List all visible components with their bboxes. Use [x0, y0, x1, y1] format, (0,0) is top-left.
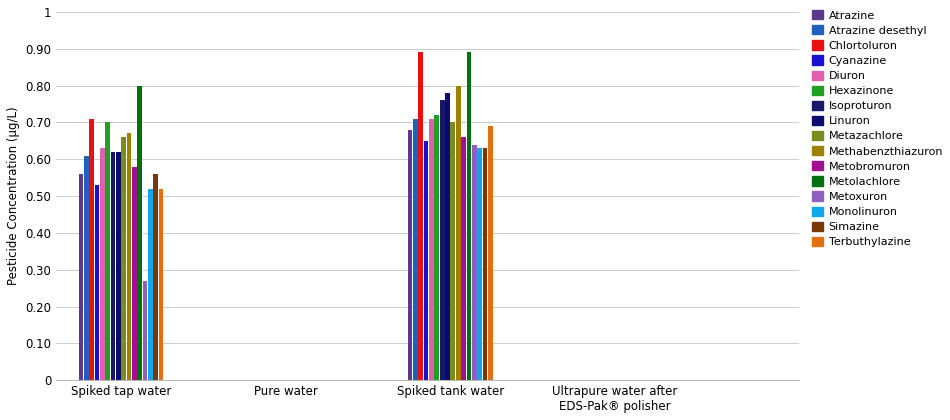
- Bar: [100, 148, 104, 380]
- Bar: [461, 137, 466, 380]
- Legend: Atrazine, Atrazine desethyl, Chlortoluron, Cyanazine, Diuron, Hexazinone, Isopro: Atrazine, Atrazine desethyl, Chlortoluro…: [812, 10, 943, 247]
- Bar: [89, 119, 94, 380]
- Bar: [148, 189, 153, 380]
- Bar: [440, 100, 445, 380]
- Bar: [84, 155, 88, 380]
- Bar: [424, 141, 428, 380]
- Bar: [456, 86, 461, 380]
- Bar: [126, 134, 131, 380]
- Bar: [159, 189, 163, 380]
- Y-axis label: Pesticide Concentration (μg/L): Pesticide Concentration (μg/L): [7, 107, 20, 285]
- Bar: [413, 119, 418, 380]
- Bar: [450, 122, 455, 380]
- Bar: [477, 148, 482, 380]
- Bar: [408, 130, 412, 380]
- Bar: [446, 93, 450, 380]
- Bar: [95, 185, 100, 380]
- Bar: [105, 122, 110, 380]
- Bar: [488, 126, 493, 380]
- Bar: [79, 174, 84, 380]
- Bar: [142, 281, 147, 380]
- Bar: [154, 174, 158, 380]
- Bar: [483, 148, 487, 380]
- Bar: [466, 52, 471, 380]
- Bar: [429, 119, 434, 380]
- Bar: [434, 115, 439, 380]
- Bar: [132, 167, 137, 380]
- Bar: [138, 86, 142, 380]
- Bar: [111, 152, 115, 380]
- Bar: [418, 52, 423, 380]
- Bar: [116, 152, 121, 380]
- Bar: [472, 144, 477, 380]
- Bar: [122, 137, 126, 380]
